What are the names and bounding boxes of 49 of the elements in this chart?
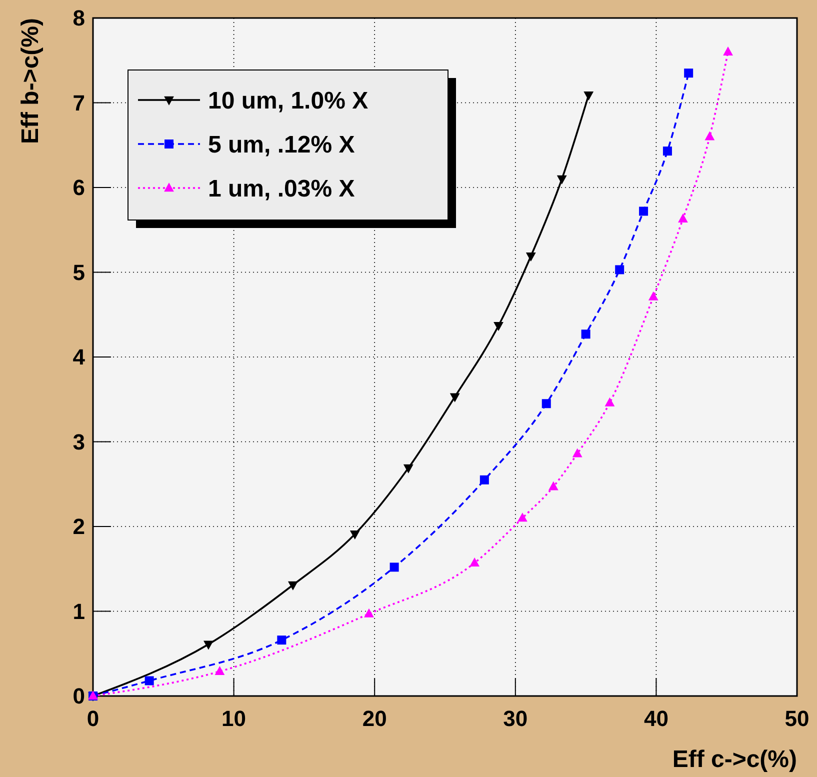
point [648,291,658,300]
legend-label: 1 um, .03% X [208,175,355,202]
point [572,448,582,458]
x-tick-label: 50 [784,706,810,731]
y-tick-label: 8 [72,6,85,31]
point [390,562,399,572]
point [480,475,489,484]
point [288,581,298,590]
y-tick-label: 5 [72,260,85,285]
point [364,608,374,618]
point [556,175,567,184]
y-tick-label: 2 [72,514,85,540]
y-tick-label: 7 [72,90,85,116]
point [723,46,733,56]
y-tick-label: 3 [72,429,85,454]
point [542,399,551,408]
point [526,252,536,262]
point [548,481,558,490]
point [684,68,694,78]
y-tick-label: 0 [72,684,85,709]
x-tick-label: 20 [362,706,387,731]
point [403,464,414,474]
point [204,640,214,650]
y-tick-label: 4 [72,344,86,370]
point [615,265,624,274]
point [517,512,528,522]
point [144,676,154,686]
point [450,393,460,402]
point [584,92,594,101]
point [277,636,286,645]
point [350,530,360,540]
point [470,558,480,567]
legend-label: 10 um, 1.0% X [208,87,368,114]
x-tick-label: 30 [503,706,528,731]
x-axis-title: Eff c->c(%) [672,746,797,773]
point [639,206,648,216]
point [214,666,225,676]
legend-label: 5 um, .12% X [208,131,355,158]
x-tick-label: 10 [222,706,246,731]
point [581,330,590,339]
point [704,131,715,140]
y-tick-label: 1 [72,598,85,624]
point [662,146,672,156]
y-axis-title: Eff b->c(%) [17,18,44,144]
point [604,397,615,406]
y-tick-label: 6 [72,175,85,200]
point [678,213,688,222]
x-tick-label: 40 [644,706,668,731]
point [494,322,504,332]
